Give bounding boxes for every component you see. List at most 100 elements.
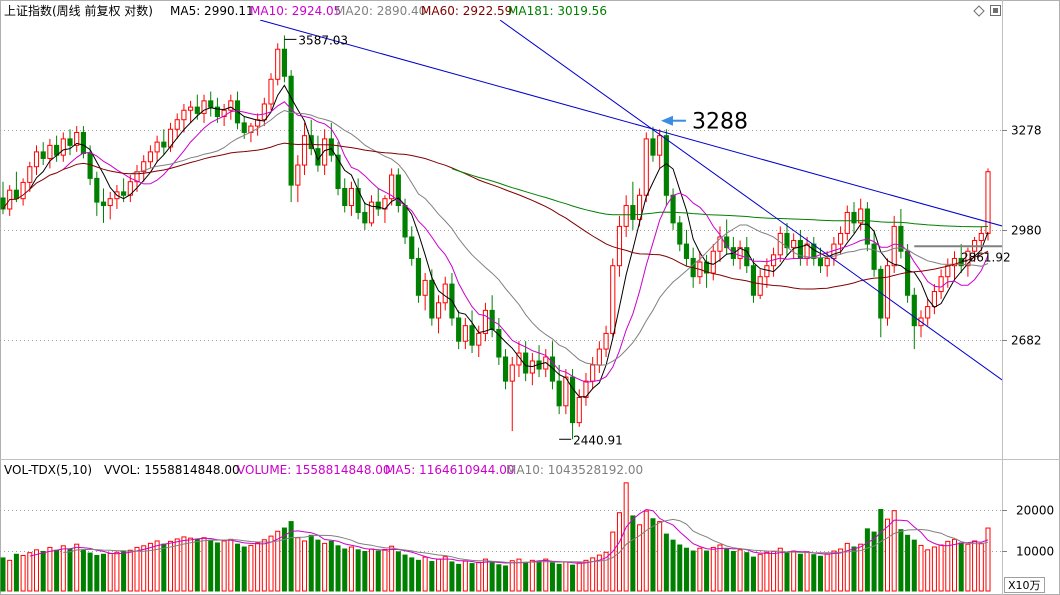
volume-bar [382, 548, 388, 592]
volume-bar [784, 552, 790, 592]
candle-body [429, 279, 435, 319]
candle [576, 389, 582, 427]
legend-volume: VOLUME: 1558814848.00 [237, 463, 391, 477]
candle-body [295, 164, 301, 186]
volume-bar [690, 550, 696, 592]
candle [161, 129, 167, 156]
candle-body [435, 302, 442, 319]
volume-bar [489, 562, 495, 592]
volume-bar [87, 552, 93, 592]
candle-body [40, 151, 46, 159]
candle [342, 178, 348, 213]
candle [442, 276, 448, 311]
volume-bar [127, 549, 133, 592]
candle [771, 247, 777, 277]
candle [811, 236, 817, 266]
volume-bar [931, 546, 937, 592]
candle [54, 135, 60, 162]
callout-3288: 3288 [660, 110, 748, 135]
candle [603, 325, 609, 358]
volume-bar [576, 562, 582, 592]
candle-body [301, 135, 308, 166]
high-marker: 3587.03 [284, 33, 348, 47]
candle-body [161, 141, 167, 148]
candle [40, 142, 46, 166]
candle-body [683, 243, 690, 259]
vol-ma5-line [29, 508, 989, 564]
candle-body [47, 144, 53, 159]
candle-body [261, 103, 267, 121]
trendlines [259, 20, 1002, 381]
volume-title: VOL-TDX(5,10) [4, 463, 92, 477]
volume-bar [744, 552, 750, 592]
volume-bar [7, 559, 13, 592]
volume-bar [503, 565, 509, 592]
volume-bar [516, 558, 522, 592]
candle [415, 247, 422, 303]
candle-body [603, 332, 609, 350]
volume-bar [228, 538, 234, 592]
candle [409, 226, 415, 266]
candle-body [750, 265, 757, 296]
candle-body [965, 250, 971, 267]
candle [255, 113, 261, 136]
volume-bar [730, 550, 736, 592]
candle [529, 353, 535, 386]
candle-body [80, 131, 86, 155]
moving-average-lines [2, 84, 989, 398]
volume-bar [670, 539, 676, 592]
volume-bar [871, 531, 877, 592]
candle [610, 258, 616, 338]
volume-bar [134, 546, 140, 592]
candle-body [241, 122, 247, 133]
candle [744, 236, 750, 274]
volume-gridlines [0, 510, 1002, 552]
volume-bar [972, 540, 978, 592]
candle [301, 122, 308, 176]
candle-body [636, 194, 643, 220]
candle [67, 129, 73, 156]
candle [717, 226, 723, 263]
candle-body [630, 205, 636, 220]
candle [208, 91, 214, 117]
vol-ma10-line [63, 518, 989, 564]
candle-body [931, 291, 937, 308]
candle-body [878, 268, 884, 319]
candle [737, 240, 743, 270]
candle-body [643, 138, 649, 196]
volume-bar [261, 539, 267, 592]
volume-bar [683, 547, 689, 592]
volume-bar [174, 538, 180, 592]
volume-bar [797, 553, 803, 592]
volume-bar [442, 556, 448, 592]
candle-body [94, 177, 100, 203]
window-restore-icon[interactable] [990, 5, 1001, 16]
volume-bar [717, 544, 723, 592]
volume-bar [395, 551, 401, 592]
volume-bar [221, 540, 227, 592]
candle [697, 251, 703, 285]
unit-label: X10万 [1008, 579, 1041, 592]
trendline [259, 20, 1002, 227]
candle [489, 295, 495, 338]
candle [7, 185, 13, 216]
candle [275, 43, 281, 86]
volume-bar [436, 558, 442, 592]
volume-bar [824, 553, 830, 592]
volume-bar [637, 524, 643, 592]
candle [429, 269, 435, 326]
candle-body [147, 151, 153, 163]
volume-bar [288, 521, 294, 592]
candle [127, 175, 133, 203]
candle [636, 188, 643, 227]
candle [764, 258, 770, 288]
candle [650, 126, 656, 162]
volume-bar [235, 543, 241, 592]
candle [630, 181, 636, 230]
candle [864, 202, 870, 252]
diamond-icon[interactable] [973, 5, 985, 17]
volume-bar [543, 558, 549, 592]
volume-bar [623, 482, 629, 592]
volume-bar [657, 521, 663, 592]
